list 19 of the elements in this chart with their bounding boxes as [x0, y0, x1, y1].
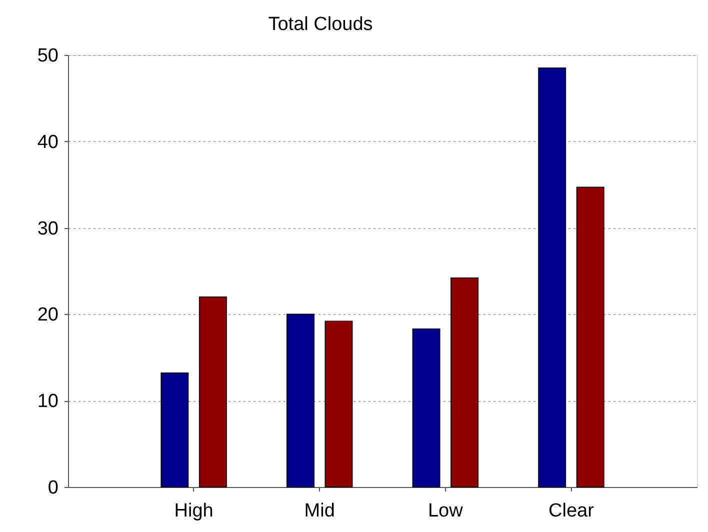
x-tick-label: Clear [548, 500, 595, 522]
x-tick-label: Mid [304, 500, 335, 522]
y-tick-label: 20 [37, 304, 58, 326]
x-tick-label: High [174, 500, 214, 522]
bar [538, 68, 566, 488]
y-tick-label: 30 [37, 218, 58, 240]
bar [576, 186, 604, 488]
x-tick-label: Low [428, 500, 464, 522]
chart-title: Total Clouds [268, 14, 373, 35]
y-tick-label: 10 [37, 391, 58, 412]
bar [160, 372, 189, 488]
bar [412, 328, 440, 488]
y-tick-label: 50 [37, 46, 58, 66]
bar [286, 314, 314, 488]
y-tick-label: 0 [48, 478, 58, 498]
bar [324, 320, 353, 488]
y-tick-label: 40 [37, 132, 58, 153]
bar [450, 278, 479, 488]
bar [198, 296, 227, 488]
